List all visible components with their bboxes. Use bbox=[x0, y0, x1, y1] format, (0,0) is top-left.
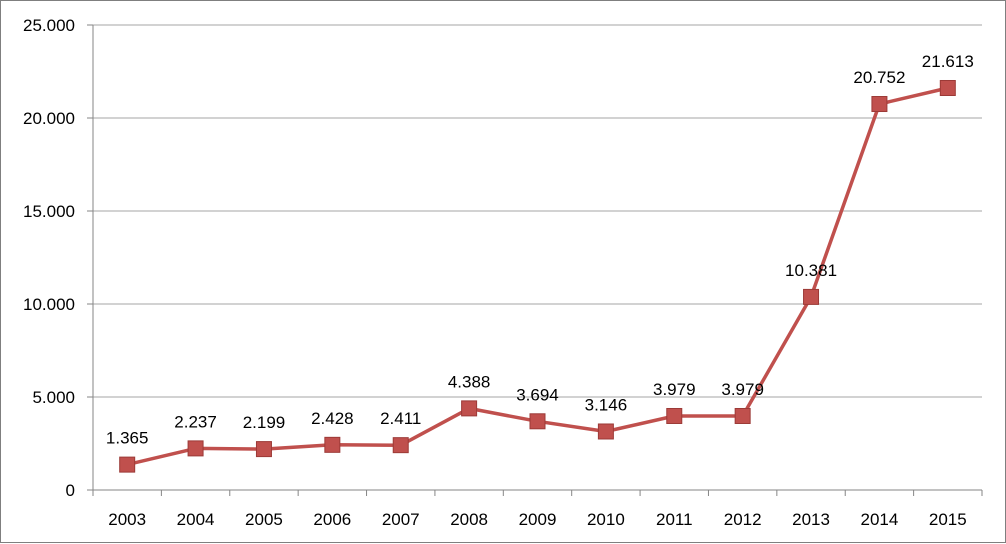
x-tick-label: 2003 bbox=[108, 510, 146, 529]
x-tick-label: 2004 bbox=[177, 510, 215, 529]
data-point-marker bbox=[734, 407, 751, 424]
data-point-marker bbox=[803, 288, 820, 305]
x-tick-label: 2010 bbox=[587, 510, 625, 529]
data-label: 3.979 bbox=[721, 380, 764, 399]
series-group bbox=[119, 79, 956, 473]
x-tick-label: 2015 bbox=[929, 510, 967, 529]
axes bbox=[92, 25, 982, 491]
x-tick-label: 2014 bbox=[861, 510, 899, 529]
data-labels: 1.365 2.237 2.199 2.428 2.411 4.388 3.694 3.146… bbox=[106, 52, 974, 448]
data-label: 10.381 bbox=[785, 261, 837, 280]
y-tick-label: 25.000 bbox=[23, 16, 75, 35]
data-label: 3.979 bbox=[653, 380, 696, 399]
data-label: 2.428 bbox=[311, 409, 354, 428]
data-point-marker bbox=[392, 437, 409, 454]
data-label: 2.199 bbox=[243, 413, 286, 432]
gridlines bbox=[93, 24, 982, 398]
data-point-marker bbox=[529, 413, 546, 430]
x-tick-label: 2009 bbox=[519, 510, 557, 529]
y-tick-label: 15.000 bbox=[23, 202, 75, 221]
y-tick-label: 10.000 bbox=[23, 295, 75, 314]
data-label: 2.237 bbox=[174, 412, 217, 431]
y-tick-label: 5.000 bbox=[32, 388, 75, 407]
x-tick-label: 2005 bbox=[245, 510, 283, 529]
data-point-marker bbox=[871, 96, 888, 113]
data-label: 1.365 bbox=[106, 429, 149, 448]
data-point-marker bbox=[597, 423, 614, 440]
data-label: 3.146 bbox=[585, 395, 628, 414]
data-label: 2.411 bbox=[380, 409, 421, 428]
x-tick-label: 2008 bbox=[450, 510, 488, 529]
data-point-marker bbox=[666, 407, 683, 424]
data-point-marker bbox=[939, 79, 956, 96]
data-point-marker bbox=[187, 440, 204, 457]
data-point-marker bbox=[119, 456, 136, 473]
data-point-marker bbox=[461, 400, 478, 417]
data-point-marker bbox=[255, 441, 272, 458]
x-tick-label: 2006 bbox=[313, 510, 351, 529]
data-label: 21.613 bbox=[922, 52, 974, 71]
x-tick-label: 2012 bbox=[724, 510, 762, 529]
y-tick-label: 0 bbox=[66, 481, 75, 500]
x-tick-label: 2013 bbox=[792, 510, 830, 529]
y-tick-label: 20.000 bbox=[23, 109, 75, 128]
x-tick-label: 2007 bbox=[382, 510, 420, 529]
data-label: 4.388 bbox=[448, 372, 491, 391]
y-axis-ticks: 0 5.000 10.000 15.000 20.000 25.000 bbox=[23, 16, 93, 500]
x-tick-label: 2011 bbox=[656, 510, 693, 529]
data-point-marker bbox=[324, 436, 341, 453]
data-label: 3.694 bbox=[516, 385, 559, 404]
data-label: 20.752 bbox=[853, 68, 905, 87]
x-axis-ticks: 2003 2004 2005 2006 2007 2008 2009 2010 2011 2012… bbox=[92, 490, 983, 529]
